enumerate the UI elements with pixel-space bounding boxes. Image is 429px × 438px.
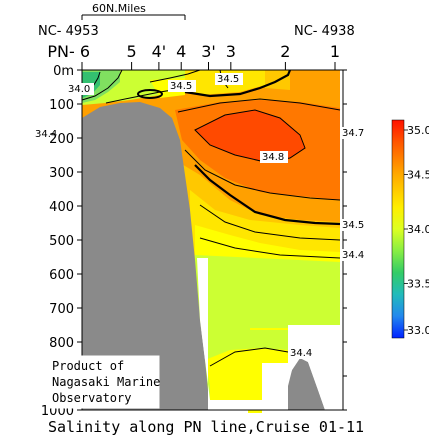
contour-label: 34.7 [342, 128, 364, 139]
continental-slope [82, 102, 210, 410]
note-line-1: Product of [52, 359, 124, 373]
contour-label: 34.4 [342, 250, 364, 261]
y-tick-label: 200 [49, 132, 74, 147]
fill-band-deep-yellow [205, 348, 288, 413]
colorbar-tick-label: 33.5 [407, 278, 429, 291]
y-tick-label: 500 [49, 234, 74, 249]
contour-34-4 [199, 204, 341, 241]
station-label: 3' [201, 42, 216, 61]
no-data-gap-1 [197, 258, 210, 410]
station-label: 3 [226, 42, 236, 61]
contour-value-labels: 34.0 34.5 34.5 34.4 34.8 34.7 34.5 34.4 34.4 [35, 73, 368, 359]
y-tick-label: 300 [49, 166, 74, 181]
y-tick-label: 100 [49, 98, 74, 113]
seamount [282, 358, 325, 410]
y-tick-label: 0m [53, 64, 74, 79]
colorbar-tick-label: 34.0 [407, 223, 429, 236]
station-label: PN- 6 [47, 42, 90, 61]
bottom-topography [82, 70, 343, 410]
colorbar: 35.0 34.5 34.0 33.5 33.0 [391, 119, 429, 339]
colorbar-tick-label: 33.0 [407, 324, 429, 337]
fill-band-34-8 [195, 110, 305, 162]
end-station-left: NC- 4953 [38, 24, 99, 39]
contour-label: 34.0 [68, 84, 90, 95]
observatory-note: Product of Nagasaki Marine Observatory [46, 355, 160, 409]
scale-bar-label: 60N.Miles [92, 2, 146, 15]
station-label: 4 [176, 42, 186, 61]
contour-34-8 [194, 109, 306, 163]
station-label: 2 [280, 42, 290, 61]
contour-label-bg [288, 347, 316, 359]
station-label: 1 [330, 42, 340, 61]
note-line-3: Observatory [52, 391, 131, 405]
contour-surface-thick [184, 69, 292, 98]
contour-34-6 [184, 149, 341, 201]
contour-label-bg [215, 73, 243, 85]
no-data-gap-2 [262, 363, 288, 410]
y-tick-label: 400 [49, 200, 74, 215]
contour-label: 34.5 [217, 74, 239, 85]
colorbar-ticks: 35.0 34.5 34.0 33.5 33.0 [404, 124, 429, 337]
fill-band-34-2 [195, 255, 340, 330]
contour-label-bg [340, 219, 368, 231]
chart-title: Salinity along PN line,Cruise 01-11 [48, 418, 364, 436]
y-tick-label: 800 [49, 336, 74, 351]
contour-label-bg [340, 249, 368, 261]
contour-label: 34.5 [170, 81, 192, 92]
contour-surface-3 [81, 69, 123, 101]
contour-label: 34.4 [35, 129, 57, 140]
contour-label: 34.8 [262, 152, 284, 163]
station-ticks [81, 62, 336, 70]
contour-34-7 [177, 98, 341, 113]
colorbar-tick-label: 34.5 [407, 169, 429, 182]
contour-label-bg [260, 151, 288, 163]
y-tick-label: 700 [49, 302, 74, 317]
contour-label: 34.4 [290, 348, 312, 359]
note-box [46, 355, 160, 409]
contour-eddy [137, 89, 163, 99]
scale-bar: 60N.Miles [81, 2, 186, 20]
no-data-gap-3 [288, 325, 340, 410]
contour-34-4-deep [209, 347, 289, 367]
no-data-gap-5 [340, 70, 343, 410]
contour-label-bg [168, 80, 196, 92]
colorbar-ramp [391, 119, 405, 339]
no-data-gap-4 [248, 400, 262, 410]
station-label: 4' [152, 42, 167, 61]
contour-34-5-thick [194, 164, 341, 226]
y-tick-label: 600 [49, 268, 74, 283]
station-labels: PN- 6 5 4' 4 3' 3 2 1 [47, 42, 340, 61]
contour-label: 34.5 [342, 220, 364, 231]
note-line-2: Nagasaki Marine [52, 375, 160, 389]
contour-surface-2 [149, 69, 201, 83]
colorbar-tick-label: 35.0 [407, 124, 429, 137]
station-label: 5 [127, 42, 137, 61]
contour-label-bg [66, 83, 94, 95]
contour-label-bg [340, 127, 368, 139]
contour-34-3 [199, 237, 341, 259]
end-station-right: NC- 4938 [294, 24, 355, 39]
contour-lines [81, 69, 341, 367]
